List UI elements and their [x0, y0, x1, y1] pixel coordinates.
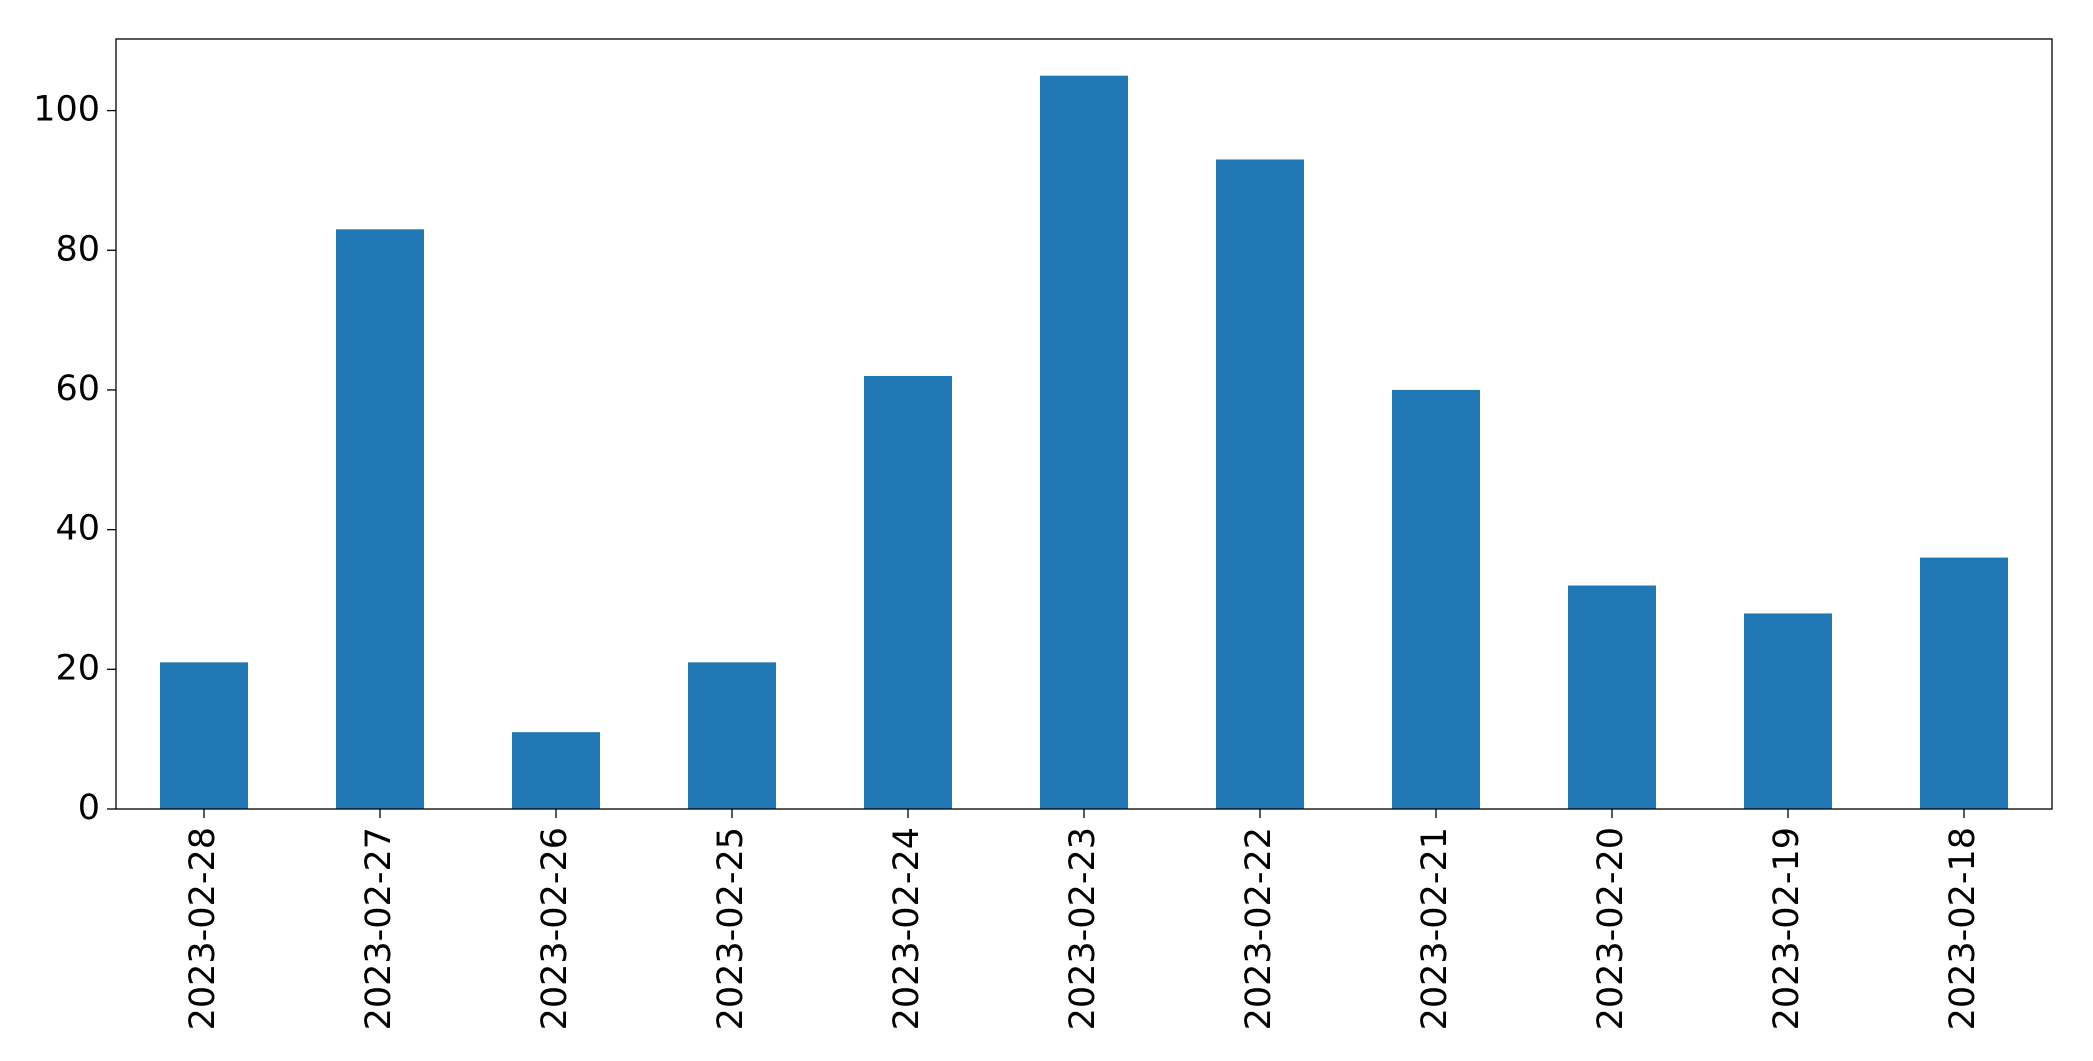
- x-tick-label: 2023-02-28: [183, 827, 223, 1030]
- x-tick-label: 2023-02-23: [1063, 827, 1103, 1030]
- x-tick-label: 2023-02-22: [1239, 827, 1279, 1030]
- bar: [1568, 585, 1656, 809]
- bar: [1920, 557, 2008, 809]
- bar: [336, 229, 424, 810]
- bar: [1216, 159, 1304, 809]
- x-tick-label: 2023-02-25: [711, 827, 751, 1030]
- bar: [160, 662, 248, 809]
- bar: [688, 662, 776, 809]
- y-tick-label: 40: [55, 509, 100, 549]
- x-tick-label: 2023-02-26: [535, 827, 575, 1030]
- y-tick-label: 0: [78, 788, 100, 828]
- y-tick-label: 100: [33, 90, 100, 130]
- x-tick-label: 2023-02-27: [359, 827, 399, 1030]
- bar: [1392, 389, 1480, 809]
- y-tick-label: 60: [55, 369, 100, 409]
- x-tick-label: 2023-02-21: [1415, 827, 1455, 1030]
- bar: [512, 732, 600, 809]
- x-tick-label: 2023-02-24: [887, 827, 927, 1030]
- x-tick-label: 2023-02-19: [1767, 827, 1807, 1030]
- x-tick-label: 2023-02-18: [1943, 827, 1983, 1030]
- y-tick-label: 80: [55, 229, 100, 269]
- bar: [1744, 613, 1832, 809]
- x-tick-label: 2023-02-20: [1591, 827, 1631, 1030]
- bar: [864, 375, 952, 809]
- plot-frame: [115, 38, 2053, 810]
- bar: [1040, 75, 1128, 809]
- y-tick-label: 20: [55, 648, 100, 688]
